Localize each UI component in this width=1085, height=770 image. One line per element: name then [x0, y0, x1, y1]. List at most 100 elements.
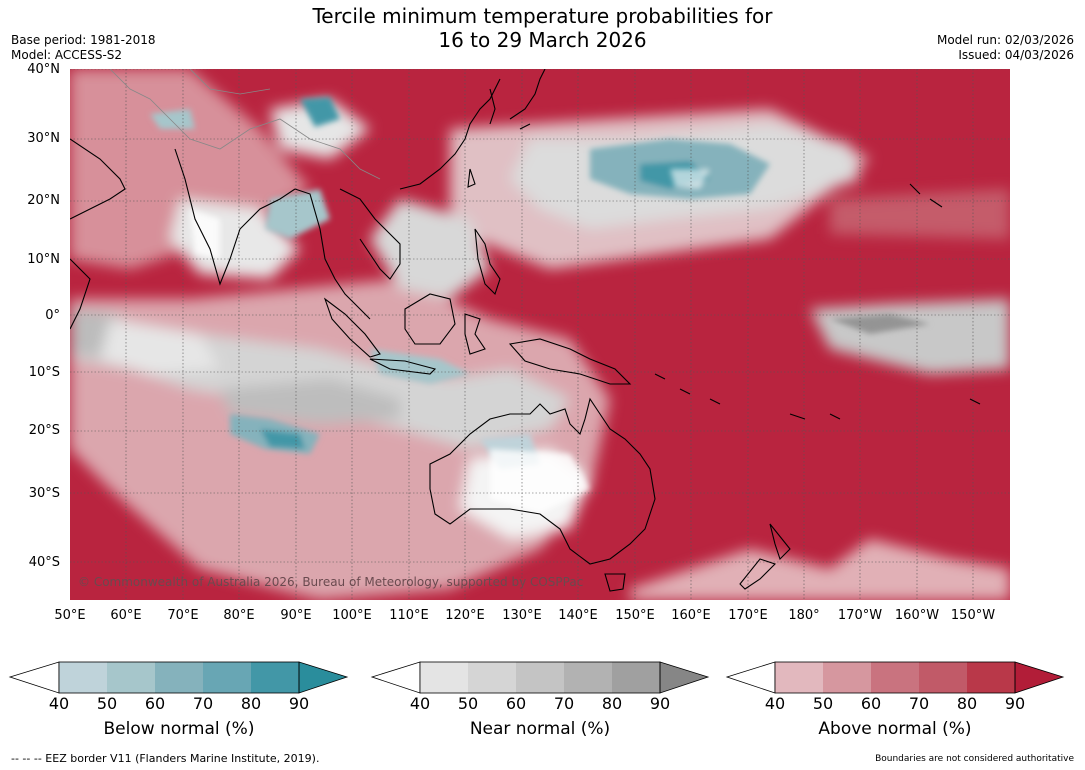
colorbar-tick: 60	[860, 694, 882, 713]
tercile-map: © Commonwealth of Australia 2026, Bureau…	[70, 69, 1010, 600]
colorbar-group	[8, 661, 1065, 694]
lon-label: 90°E	[280, 608, 312, 623]
china-coast	[399, 78, 501, 190]
lon-label: 50°E	[54, 608, 86, 623]
colorbar-tick: 50	[457, 694, 479, 713]
lon-label: 160°W	[894, 608, 940, 623]
lon-label: 120°E	[445, 608, 485, 623]
colorbar-label-above: Above normal (%)	[818, 719, 972, 739]
taiwan-coast	[467, 168, 476, 188]
colorbar-tick: 80	[601, 694, 623, 713]
korea-coast	[489, 88, 496, 125]
lon-label: 150°E	[615, 608, 655, 623]
lat-label: 30°S	[28, 486, 60, 501]
colorbar-above-swatch	[967, 662, 1015, 693]
philippines-coast	[474, 228, 501, 296]
colorbar-near-swatch	[612, 662, 660, 693]
lon-label: 180°	[788, 608, 820, 623]
se-asia-coast	[294, 188, 401, 320]
borneo-coast	[404, 293, 456, 345]
colorbar-tick: 70	[553, 694, 575, 713]
lon-label: 80°E	[223, 608, 255, 623]
meta-left: Base period: 1981-2018 Model: ACCESS-S2	[11, 33, 156, 63]
colorbar-tick: 60	[505, 694, 527, 713]
lon-label: 150°W	[950, 608, 996, 623]
colorbar-near-upper-extend	[659, 661, 710, 694]
colorbar-near-lower-extend	[370, 661, 421, 694]
colorbar-near-swatch	[420, 662, 468, 693]
colorbar-tick: 40	[764, 694, 786, 713]
india-coast	[174, 148, 296, 286]
colorbar-tick: 50	[812, 694, 834, 713]
map-title: Tercile minimum temperature probabilitie…	[0, 4, 1085, 52]
title-line-1: Tercile minimum temperature probabilitie…	[312, 4, 773, 28]
lat-label: 30°N	[27, 131, 60, 146]
low-probability-areas	[190, 169, 710, 514]
colorbar-above-swatch	[823, 662, 871, 693]
colorbar-above-swatch	[871, 662, 919, 693]
colorbar-above-lower-extend	[725, 661, 776, 694]
new-guinea-coast	[508, 338, 632, 385]
colorbar-below-upper-extend	[298, 661, 349, 694]
lat-label: 20°S	[28, 423, 60, 438]
lon-label: 170°W	[837, 608, 883, 623]
australia-coast	[429, 397, 656, 565]
colorbar-label-below: Below normal (%)	[103, 719, 255, 739]
arabia-coast	[70, 138, 126, 220]
colorbar-tick: 80	[240, 694, 262, 713]
coastlines	[70, 69, 981, 592]
lon-label: 60°E	[110, 608, 142, 623]
colorbar-below-lower-extend	[8, 661, 60, 694]
copyright: © Commonwealth of Australia 2026, Bureau…	[78, 575, 583, 589]
lat-label: 20°N	[27, 193, 60, 208]
colorbar-below-swatch	[251, 662, 299, 693]
colorbar-near-swatch	[468, 662, 516, 693]
country-borders	[109, 69, 381, 180]
africa-coast	[70, 258, 91, 330]
colorbar-tick: 70	[908, 694, 930, 713]
colorbar-tick: 90	[288, 694, 310, 713]
sulawesi-coast	[464, 313, 486, 355]
colorbar-tick: 80	[956, 694, 978, 713]
eez-note: -- -- -- EEZ border V11 (Flanders Marine…	[11, 752, 320, 765]
tasmania-coast	[604, 573, 626, 592]
colorbar-near-normal	[370, 661, 710, 694]
colorbar-tick: 70	[192, 694, 214, 713]
colorbar-label-near: Near normal (%)	[469, 719, 611, 739]
base-period: Base period: 1981-2018	[11, 33, 156, 47]
colorbar-tick: 90	[1004, 694, 1026, 713]
meta-right: Model run: 02/03/2026 Issued: 04/03/2026	[937, 33, 1074, 63]
colorbar-below-swatch	[155, 662, 203, 693]
colorbar-above-swatch	[919, 662, 967, 693]
sumatra-coast	[323, 297, 381, 358]
java-coast	[369, 358, 437, 375]
lon-label: 70°E	[167, 608, 199, 623]
boundary-note: Boundaries are not considered authoritat…	[875, 754, 1074, 764]
new-zealand-coast	[739, 523, 791, 590]
lon-label: 100°E	[332, 608, 372, 623]
colorbar-below-swatch	[59, 662, 107, 693]
model-run: Model run: 02/03/2026	[936, 33, 1074, 47]
lat-label: 40°N	[27, 62, 60, 77]
colorbar-tick: 60	[144, 694, 166, 713]
lat-label: 40°S	[28, 555, 60, 570]
colorbar-tick: 90	[649, 694, 671, 713]
lon-label: 170°E	[728, 608, 768, 623]
colorbar-tick: 50	[96, 694, 118, 713]
colorbar-above-normal	[725, 661, 1065, 694]
lon-label: 140°E	[558, 608, 598, 623]
colorbar-tick: 40	[48, 694, 70, 713]
colorbar-near-swatch	[516, 662, 564, 693]
lat-label: 0°	[45, 308, 60, 323]
lon-label: 130°E	[502, 608, 542, 623]
lon-label: 110°E	[389, 608, 429, 623]
colorbar-below-normal	[8, 661, 349, 694]
colorbar-near-swatch	[564, 662, 612, 693]
lat-label: 10°N	[27, 252, 60, 267]
colorbar-tick: 40	[409, 694, 431, 713]
graticule	[70, 69, 1010, 600]
japan-coast	[509, 69, 546, 130]
title-line-2: 16 to 29 March 2026	[438, 28, 647, 52]
colorbar-above-upper-extend	[1014, 661, 1065, 694]
lat-label: 10°S	[28, 365, 60, 380]
